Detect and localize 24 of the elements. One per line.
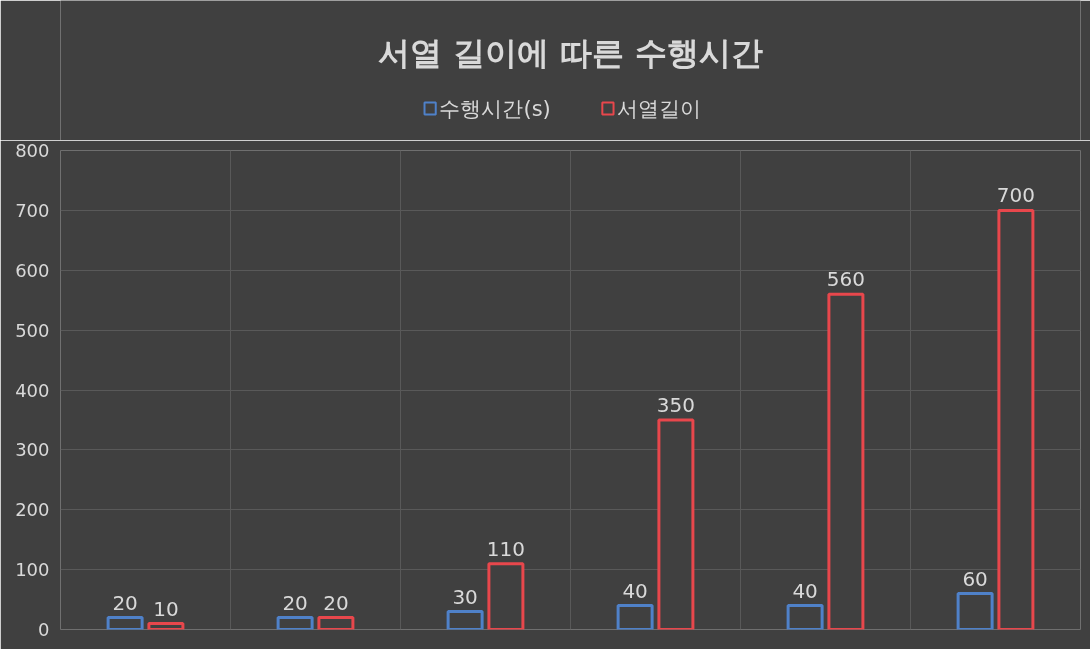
data-label: 30 [452,584,478,609]
y-tick-label: 200 [15,499,50,521]
y-tick-label: 700 [15,199,50,221]
data-label: 20 [112,590,138,615]
data-label: 350 [656,392,695,417]
data-label: 110 [486,536,525,561]
data-label: 40 [622,578,648,603]
data-label: 10 [153,596,179,621]
data-label: 40 [792,578,818,603]
y-tick-label: 400 [15,379,50,401]
y-tick-label: 600 [15,259,50,281]
y-tick-label: 300 [15,439,50,461]
data-label: 700 [996,183,1035,208]
data-label: 20 [282,590,308,615]
chart-title: 서열 길이에 따른 수행시간 [377,33,764,72]
legend-label: 서열길이 [617,96,702,121]
y-tick-label: 800 [15,140,50,161]
y-tick-label: 100 [15,559,50,581]
data-label: 560 [826,267,865,292]
data-label: 60 [962,566,988,591]
y-tick-label: 0 [38,619,50,640]
y-tick-label: 500 [15,319,50,341]
data-label: 20 [323,590,349,615]
legend-label: 수행시간(s) [439,96,551,121]
